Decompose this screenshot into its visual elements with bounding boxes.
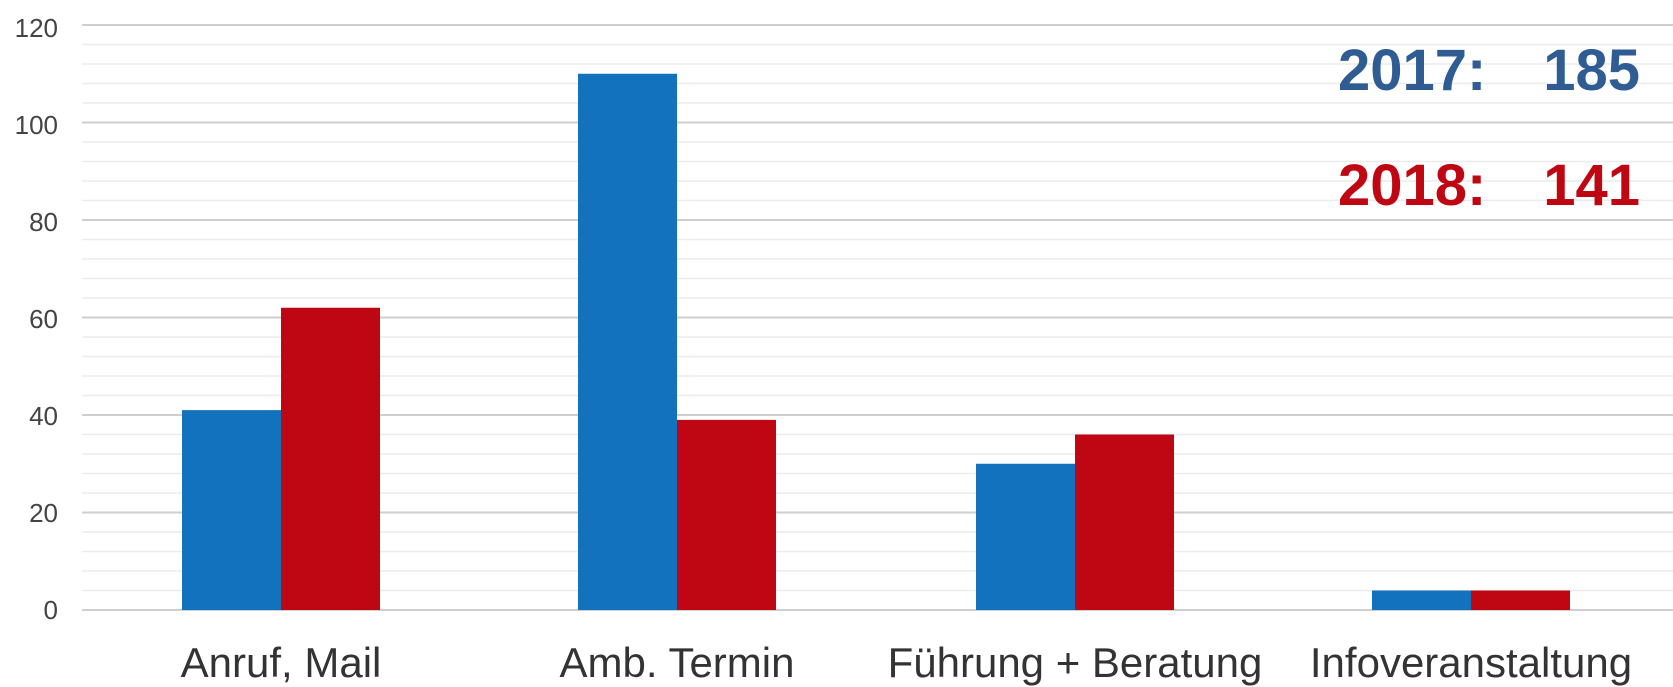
bar-series1-2: [976, 463, 1075, 610]
total-2018-year: 2018:: [1338, 153, 1486, 218]
bars: [182, 73, 1570, 610]
total-2018-value: 141: [1543, 153, 1640, 218]
total-2017-value: 185: [1543, 38, 1640, 103]
bar-series2-3: [1471, 590, 1570, 610]
bar-series1-3: [1372, 590, 1471, 610]
y-tick-label: 80: [29, 207, 58, 237]
x-category-label: Führung + Beratung: [888, 639, 1263, 686]
bar-series2-0: [281, 307, 380, 610]
bar-series2-2: [1075, 434, 1174, 610]
y-tick-label: 100: [15, 110, 58, 140]
totals-annotation: 2017: 185 2018: 141: [1338, 38, 1640, 218]
bar-series2-1: [677, 419, 776, 610]
y-tick-label: 0: [44, 595, 58, 625]
x-axis: Anruf, Mail Amb. Termin Führung + Beratu…: [181, 639, 1632, 686]
x-category-label: Infoveranstaltung: [1310, 639, 1632, 686]
y-tick-label: 60: [29, 304, 58, 334]
y-tick-label: 40: [29, 401, 58, 431]
bar-series1-1: [578, 73, 677, 610]
x-category-label: Anruf, Mail: [181, 639, 382, 686]
total-2017-year: 2017:: [1338, 38, 1486, 103]
x-category-label: Amb. Termin: [560, 639, 795, 686]
y-tick-label: 120: [15, 13, 58, 43]
y-tick-label: 20: [29, 498, 58, 528]
bar-series1-0: [182, 410, 281, 610]
y-axis: 0 20 40 60 80 100 120: [15, 13, 58, 625]
